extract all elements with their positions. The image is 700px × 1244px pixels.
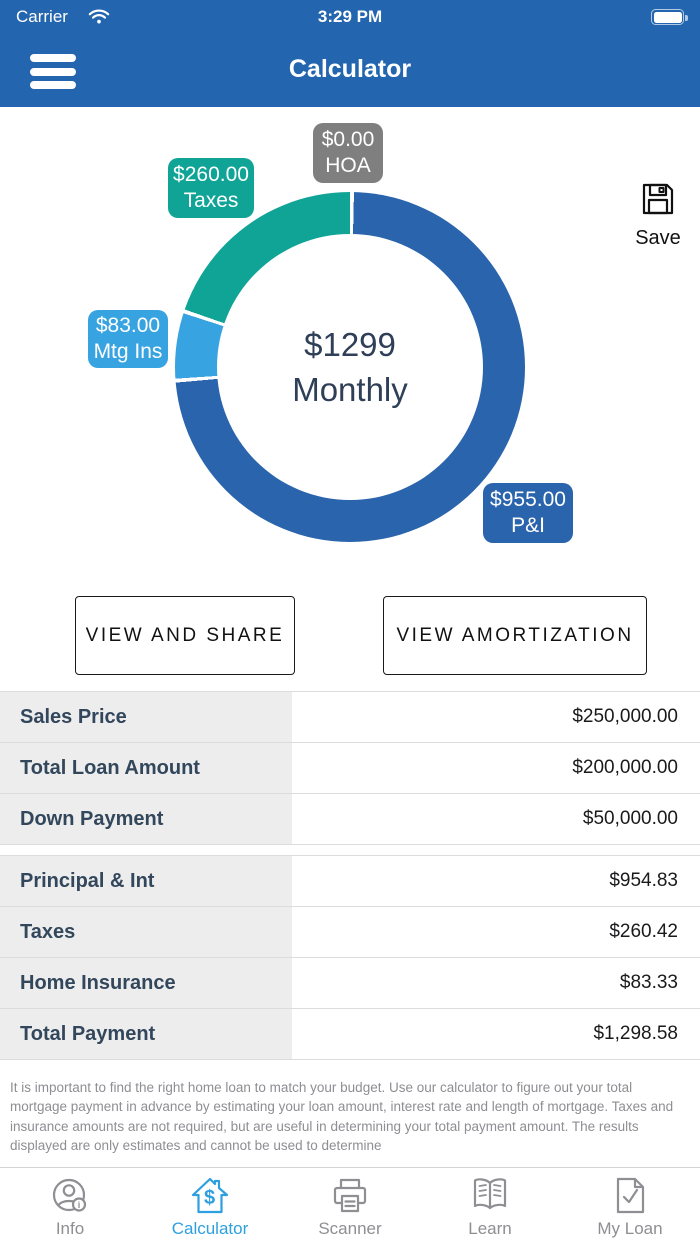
chart-label-mtg-ins: $83.00 Mtg Ins: [88, 310, 168, 368]
tab-info[interactable]: i Info: [0, 1168, 140, 1244]
tab-label: Learn: [468, 1219, 512, 1238]
row-label: Total Payment: [0, 1009, 292, 1059]
carrier-label: Carrier: [16, 7, 68, 26]
chart-label-taxes: $260.00 Taxes: [168, 158, 254, 218]
row-label: Down Payment: [0, 794, 292, 844]
pi-amount: $955.00: [490, 488, 566, 511]
page-title: Calculator: [288, 55, 412, 83]
wifi-icon: [88, 8, 110, 30]
row-value: $1,298.58: [292, 1009, 700, 1059]
disclaimer-text: It is important to find the right home l…: [10, 1080, 674, 1154]
table-row-principal-int[interactable]: Principal & Int $954.83: [0, 856, 700, 907]
table-row-home-insurance[interactable]: Home Insurance $83.33: [0, 958, 700, 1009]
chart-label-hoa: $0.00 HOA: [313, 123, 383, 183]
save-label: Save: [635, 227, 681, 249]
table-row-total-payment[interactable]: Total Payment $1,298.58: [0, 1009, 700, 1060]
svg-text:i: i: [78, 1200, 81, 1210]
donut-chart-center: $1299 Monthly: [217, 234, 483, 500]
tab-label: Scanner: [318, 1219, 382, 1238]
tab-learn[interactable]: Learn: [420, 1168, 560, 1244]
monthly-total-period: Monthly: [292, 371, 408, 408]
row-value: $260.42: [292, 907, 700, 957]
row-label: Principal & Int: [0, 856, 292, 906]
pi-name: P&I: [511, 514, 545, 537]
row-label: Home Insurance: [0, 958, 292, 1008]
row-value: $250,000.00: [292, 692, 700, 742]
printer-icon: [330, 1175, 370, 1217]
clock: 3:29 PM: [317, 7, 383, 26]
tab-label: Calculator: [171, 1219, 249, 1238]
taxes-name: Taxes: [183, 189, 239, 212]
view-and-share-button[interactable]: VIEW AND SHARE: [75, 596, 295, 675]
table-row-taxes[interactable]: Taxes $260.42: [0, 907, 700, 958]
view-amortization-button[interactable]: VIEW AMORTIZATION: [383, 596, 647, 675]
table-row-sales-price[interactable]: Sales Price $250,000.00: [0, 692, 700, 743]
row-value: $50,000.00: [292, 794, 700, 844]
row-value: $954.83: [292, 856, 700, 906]
chart-label-pi: $955.00 P&I: [483, 483, 573, 543]
row-label: Total Loan Amount: [0, 743, 292, 793]
action-buttons-row: VIEW AND SHARE VIEW AMORTIZATION: [0, 580, 700, 691]
app-header: Carrier 3:29 PM Calculator: [0, 0, 700, 107]
hoa-name: HOA: [325, 154, 371, 177]
row-value: $83.33: [292, 958, 700, 1008]
tab-calculator[interactable]: $ Calculator: [140, 1168, 280, 1244]
summary-table: Sales Price $250,000.00 Total Loan Amoun…: [0, 691, 700, 1060]
table-group-separator: [0, 845, 700, 855]
taxes-amount: $260.00: [173, 163, 249, 186]
info-icon: i: [50, 1175, 90, 1217]
tab-label: My Loan: [597, 1219, 663, 1238]
nav-bar: Calculator: [0, 38, 700, 107]
hoa-amount: $0.00: [321, 128, 375, 151]
tab-bar: i Info $ Calculator Scanner: [0, 1167, 700, 1244]
mtg-ins-name: Mtg Ins: [93, 340, 163, 363]
row-label: Taxes: [0, 907, 292, 957]
svg-text:$: $: [204, 1187, 215, 1209]
row-label: Sales Price: [0, 692, 292, 742]
loan-inputs-group: Sales Price $250,000.00 Total Loan Amoun…: [0, 691, 700, 845]
status-bar: Carrier 3:29 PM: [0, 0, 700, 38]
save-button[interactable]: Save: [628, 179, 688, 250]
house-dollar-icon: $: [188, 1175, 232, 1217]
payment-results-group: Principal & Int $954.83 Taxes $260.42 Ho…: [0, 855, 700, 1060]
tab-label: Info: [55, 1219, 85, 1238]
save-icon: [638, 179, 678, 222]
monthly-total-amount: $1299: [304, 326, 396, 363]
tab-scanner[interactable]: Scanner: [280, 1168, 420, 1244]
payment-chart-section: $1299 Monthly $0.00 HOA $260.00 Taxes $8…: [0, 107, 700, 580]
menu-button[interactable]: [30, 54, 76, 89]
mtg-ins-amount: $83.00: [95, 314, 161, 337]
table-row-total-loan-amount[interactable]: Total Loan Amount $200,000.00: [0, 743, 700, 794]
tab-my-loan[interactable]: My Loan: [560, 1168, 700, 1244]
book-icon: [468, 1175, 512, 1217]
document-check-icon: [612, 1175, 648, 1217]
battery-icon: [651, 9, 688, 25]
table-row-down-payment[interactable]: Down Payment $50,000.00: [0, 794, 700, 845]
row-value: $200,000.00: [292, 743, 700, 793]
